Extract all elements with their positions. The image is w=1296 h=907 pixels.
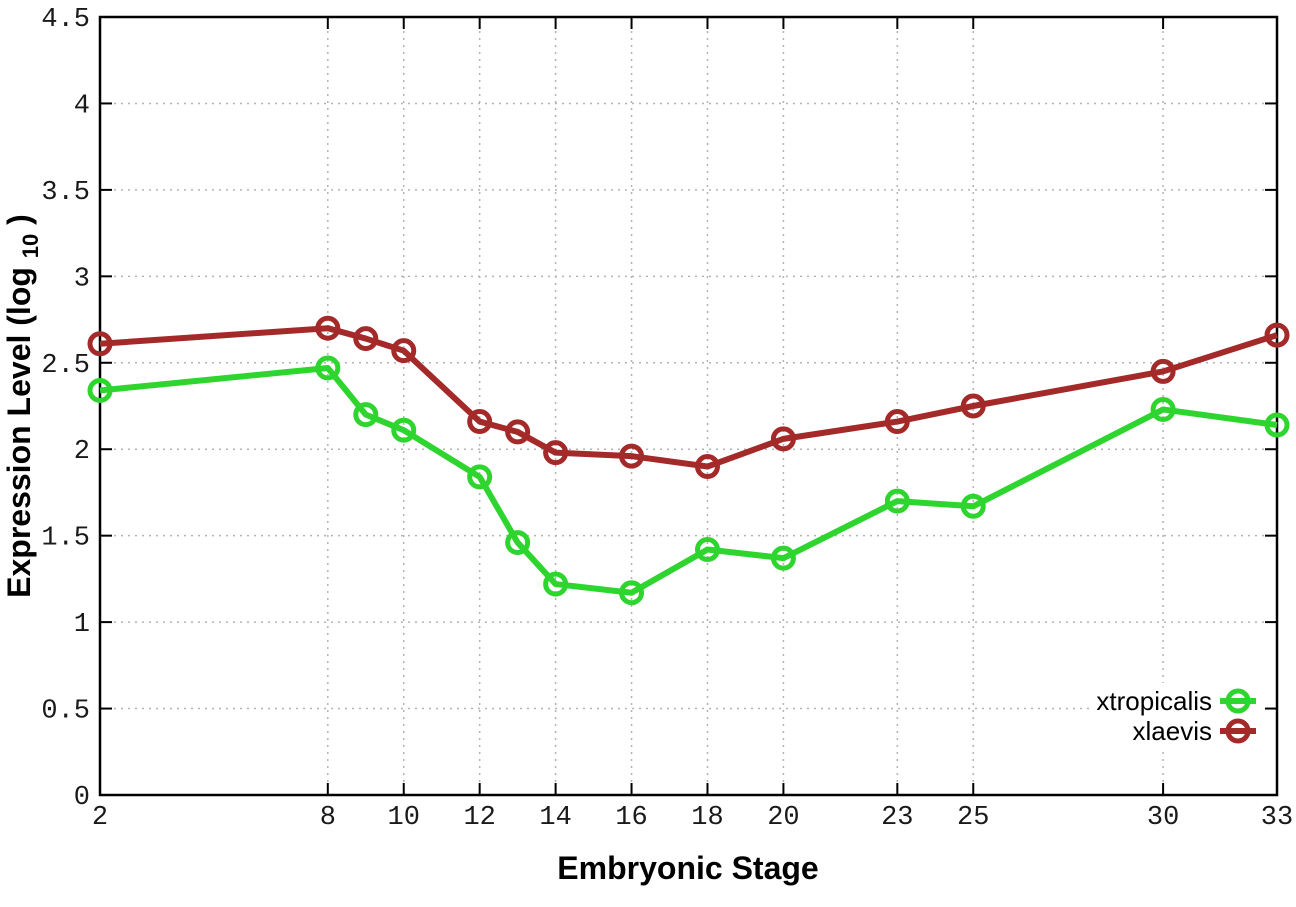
legend-background xyxy=(1093,683,1265,749)
y-axis-title-main: Expression Level (log xyxy=(1,267,37,598)
y-tick-label: 3.5 xyxy=(41,178,90,208)
x-tick-label: 20 xyxy=(767,803,799,833)
grid-lines xyxy=(100,17,1277,795)
point-xlaevis-23 xyxy=(884,409,910,435)
point-xtropicalis-14 xyxy=(543,571,569,597)
x-tick-label: 25 xyxy=(957,803,989,833)
point-xlaevis-14 xyxy=(543,440,569,466)
point-xlaevis-16 xyxy=(619,443,645,469)
plot-border xyxy=(98,15,1279,797)
x-tick-label: 23 xyxy=(881,803,913,833)
point-xlaevis-33 xyxy=(1264,322,1290,348)
y-tick-label: 3 xyxy=(74,264,90,294)
point-xtropicalis-16 xyxy=(619,580,645,606)
point-xlaevis-30 xyxy=(1150,358,1176,384)
point-xlaevis-18 xyxy=(694,454,720,480)
legend-label-xlaevis: xlaevis xyxy=(1133,716,1212,746)
x-tick-labels: 2 8 10 12 14 16 18 20 23 25 30 33 xyxy=(92,803,1293,833)
y-tick-label: 1.5 xyxy=(41,524,90,554)
point-xlaevis-25 xyxy=(960,393,986,419)
point-xtropicalis-23 xyxy=(884,488,910,514)
x-axis-title: Embryonic Stage xyxy=(557,850,818,886)
x-tick-label: 30 xyxy=(1147,803,1179,833)
x-tick-label: 33 xyxy=(1261,803,1293,833)
point-xlaevis-9 xyxy=(353,326,379,352)
point-xtropicalis-20 xyxy=(770,545,796,571)
x-tick-label: 14 xyxy=(539,803,571,833)
point-xtropicalis-18 xyxy=(694,536,720,562)
legend-label-xtropicalis: xtropicalis xyxy=(1096,686,1212,716)
y-axis-title-close: ) xyxy=(1,214,37,225)
y-tick-label: 0 xyxy=(74,783,90,813)
x-tick-label: 18 xyxy=(691,803,723,833)
y-tick-label: 0.5 xyxy=(41,697,90,727)
point-xlaevis-13 xyxy=(505,419,531,445)
y-tick-label: 4 xyxy=(74,91,90,121)
point-xtropicalis-30 xyxy=(1150,396,1176,422)
point-xlaevis-20 xyxy=(770,426,796,452)
line-xtropicalis xyxy=(99,364,1278,596)
x-tick-label: 10 xyxy=(388,803,420,833)
y-axis-title: Expression Level (log 10 ) xyxy=(1,214,45,598)
legend-sample-marker-xlaevis xyxy=(1225,718,1251,744)
point-xtropicalis-12 xyxy=(467,464,493,490)
point-xlaevis-10 xyxy=(391,338,417,364)
y-tick-label: 1 xyxy=(74,610,90,640)
y-tick-label: 2.5 xyxy=(41,351,90,381)
point-xlaevis-12 xyxy=(467,409,493,435)
point-xtropicalis-2 xyxy=(87,377,113,403)
axis-ticks xyxy=(99,16,1278,796)
point-xlaevis-8 xyxy=(315,315,341,341)
y-axis-title-subscript: 10 xyxy=(18,234,43,258)
point-xtropicalis-10 xyxy=(391,417,417,443)
y-tick-label: 4.5 xyxy=(41,5,90,35)
line-xlaevis xyxy=(99,325,1278,470)
data-series xyxy=(87,315,1290,606)
point-xlaevis-2 xyxy=(87,331,113,357)
y-tick-label: 2 xyxy=(74,437,90,467)
point-xtropicalis-8 xyxy=(315,355,341,381)
legend-sample-marker-xtropicalis xyxy=(1225,688,1251,714)
x-tick-label: 16 xyxy=(615,803,647,833)
point-xtropicalis-33 xyxy=(1264,412,1290,438)
x-tick-label: 2 xyxy=(92,803,108,833)
point-xtropicalis-25 xyxy=(960,493,986,519)
x-tick-label: 8 xyxy=(320,803,336,833)
y-tick-labels: 0 0.5 1 1.5 2 2.5 3 3.5 4 4.5 xyxy=(41,5,90,813)
point-xtropicalis-13 xyxy=(505,530,531,556)
x-tick-label: 12 xyxy=(463,803,495,833)
point-xtropicalis-9 xyxy=(353,402,379,428)
